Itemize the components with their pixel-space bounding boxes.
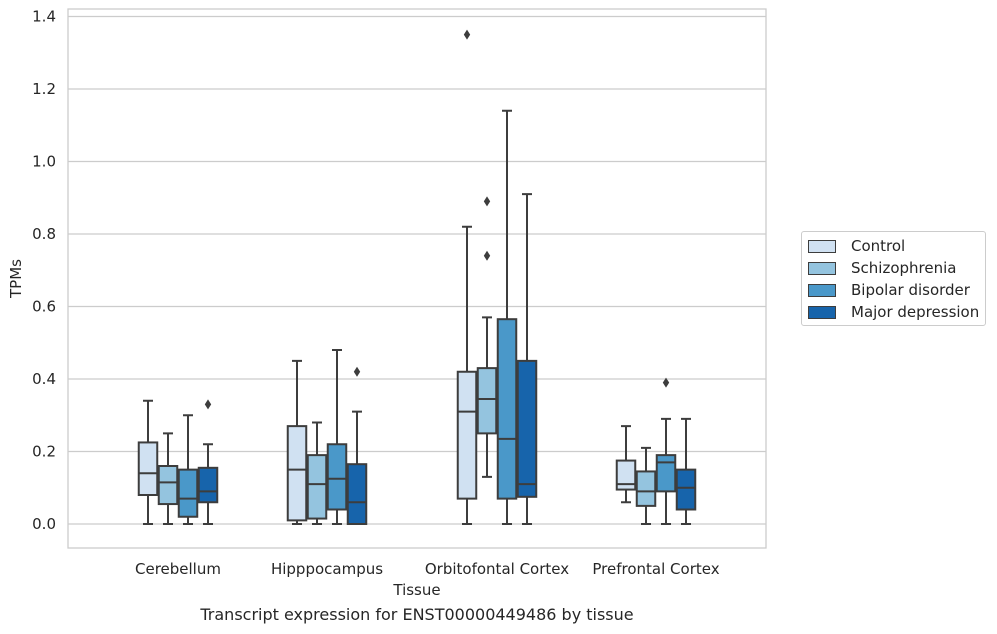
box-hipppocampus-bipolar-disorder [326,443,348,511]
legend-item-control: Control [808,236,905,256]
y-tick-label: 0.2 [32,443,56,461]
box-group-orbitofontal-cortex [456,29,538,525]
legend-label-major-depression: Major depression [851,303,980,321]
box-cerebellum-control [137,441,159,496]
outlier-orbitofontal-cortex-schizophrenia [483,196,491,207]
x-tick-label: Orbitofontal Cortex [425,560,569,578]
box-cerebellum-schizophrenia [157,465,179,506]
legend: Control Schizophrenia Bipolar disorder M… [801,231,986,326]
legend-item-major-depression: Major depression [808,302,979,322]
box-hipppocampus-control [286,425,308,522]
chart-caption: Transcript expression for ENST0000044948… [200,605,634,624]
box-prefrontal-cortex-bipolar-disorder [655,454,677,493]
y-tick-label: 0.0 [32,515,56,533]
plot-frame [67,8,767,549]
outlier-hipppocampus-major-depression [353,366,361,377]
y-tick-label: 0.6 [32,298,56,316]
box-prefrontal-cortex-control [615,459,637,491]
outlier-prefrontal-cortex-bipolar-disorder [662,377,670,388]
y-tick-label: 1.4 [32,8,56,26]
legend-item-schizophrenia: Schizophrenia [808,258,956,278]
legend-swatch-schizophrenia [808,261,836,275]
y-tick-label: 0.4 [32,370,56,388]
gridlines [68,15,766,525]
box-groups [137,29,697,525]
legend-swatch-major-depression [808,305,836,319]
outlier-orbitofontal-cortex-schizophrenia [483,250,491,261]
y-tick-label: 1.2 [32,80,56,98]
box-orbitofontal-cortex-control [456,370,478,500]
box-orbitofontal-cortex-schizophrenia [476,367,498,435]
y-tick-label: 1.0 [32,153,56,171]
x-tick-label: Prefrontal Cortex [592,560,719,578]
box-cerebellum-major-depression [197,466,219,504]
box-orbitofontal-cortex-bipolar-disorder [496,318,518,500]
box-orbitofontal-cortex-major-depression [516,359,538,498]
y-axis-ticks: 0.0 0.2 0.4 0.6 0.8 1.0 1.2 1.4 [32,8,56,534]
y-tick-label: 0.8 [32,225,56,243]
outlier-cerebellum-major-depression [204,399,212,410]
legend-swatch-bipolar-disorder [808,283,836,297]
box-group-hipppocampus [286,349,368,525]
box-group-cerebellum [137,399,219,525]
x-axis-ticks: Cerebellum Hipppocampus Orbitofontal Corte… [135,560,720,578]
box-prefrontal-cortex-major-depression [675,468,697,511]
x-axis-label: Tissue [392,581,440,599]
outlier-orbitofontal-cortex-control [463,29,471,40]
legend-swatch-control [808,239,836,253]
box-cerebellum-bipolar-disorder [177,468,199,518]
legend-label-control: Control [851,237,906,255]
box-hipppocampus-major-depression [346,463,368,525]
box-prefrontal-cortex-schizophrenia [635,470,657,507]
legend-label-bipolar-disorder: Bipolar disorder [851,281,970,299]
y-axis-label: TPMs [7,259,25,299]
x-tick-label: Cerebellum [135,560,221,578]
box-group-prefrontal-cortex [615,377,697,525]
box-hipppocampus-schizophrenia [306,454,328,520]
legend-label-schizophrenia: Schizophrenia [851,259,957,277]
legend-item-bipolar-disorder: Bipolar disorder [808,280,970,300]
x-tick-label: Hipppocampus [271,560,383,578]
